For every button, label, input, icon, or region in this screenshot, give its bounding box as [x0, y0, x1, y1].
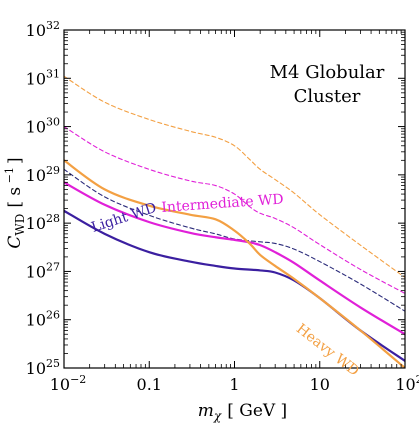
- x-tick-label: 102: [395, 373, 419, 394]
- x-axis-label-unit: [ GeV ]: [227, 401, 287, 421]
- solid-curve-0: [64, 209, 405, 363]
- x-axis-label: mχ [ GeV ]: [198, 401, 287, 423]
- y-axis-label: CWD [ s −1]: [3, 157, 27, 248]
- dashed-curve-4: [64, 126, 405, 294]
- y-axis-label-sub: WD: [13, 214, 27, 236]
- x-axis-label-sub: χ: [213, 409, 222, 423]
- solid-curve-2: [64, 159, 405, 368]
- y-tick-label: 1025: [26, 357, 60, 378]
- y-tick-label: 1027: [26, 260, 60, 281]
- y-tick-label: 1026: [26, 309, 60, 330]
- y-tick-label: 1030: [26, 116, 60, 137]
- y-axis-label-unit-close: ]: [5, 157, 25, 164]
- x-tick-label: 10: [310, 375, 330, 394]
- x-tick-label: 1: [229, 375, 239, 394]
- x-tick-label: 10−2: [50, 373, 87, 394]
- y-tick-label: 1028: [26, 212, 60, 233]
- y-axis-label-unit-exp: −1: [3, 167, 16, 183]
- dashed-curve-5: [64, 75, 405, 279]
- curves: [64, 75, 405, 368]
- y-tick-label: 1029: [26, 164, 60, 185]
- annotation-line-2: Cluster: [294, 86, 361, 107]
- x-tick-label: 0.1: [137, 375, 162, 394]
- y-axis-label-unit: [ s: [5, 187, 25, 208]
- ticks: 10−2 0.1 1 10 102 1025 1026 1027 1028 1029 1030 103…: [26, 19, 419, 394]
- y-tick-label: 1031: [26, 67, 60, 88]
- curve-label-1: Intermediate WD: [161, 192, 284, 217]
- x-axis-label-main: m: [198, 401, 214, 421]
- annotation-line-1: M4 Globular: [270, 62, 385, 83]
- y-axis-label-main: C: [5, 236, 25, 249]
- curve-label-2: Heavy WD: [293, 321, 362, 380]
- y-tick-label: 1032: [26, 19, 60, 40]
